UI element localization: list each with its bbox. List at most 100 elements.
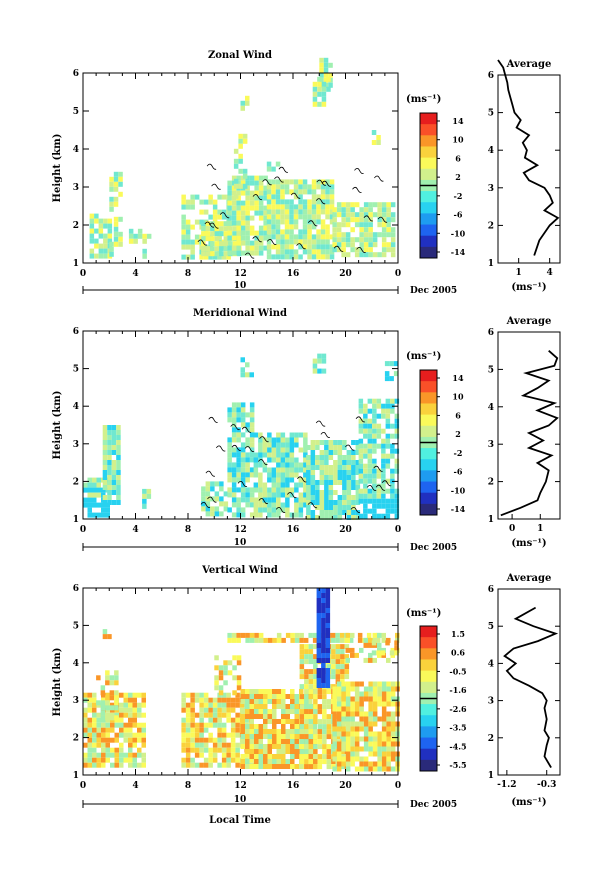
vertical-cell [240, 729, 245, 734]
vertical-cell [235, 712, 240, 718]
meridional-cell [367, 408, 373, 414]
meridional-cell [355, 445, 361, 450]
zonal-cell [363, 222, 369, 228]
zonal-cell [332, 207, 337, 213]
meridional-cell [231, 402, 237, 408]
zonal-cell [284, 184, 290, 190]
vertical-cell [299, 704, 305, 710]
vertical-cell [137, 702, 142, 708]
vertical-cell [354, 681, 360, 687]
vertical-cell [240, 759, 245, 764]
meridional-cell [367, 453, 373, 459]
zonal-cell [258, 205, 264, 211]
zonal-cell [359, 217, 364, 223]
meridional-cell [376, 428, 382, 434]
vertical-cell [313, 689, 318, 695]
vertical-cell [254, 709, 259, 714]
meridional-cell [315, 515, 320, 520]
vertical-cell [325, 633, 331, 638]
vertical-cell [345, 761, 351, 767]
vertical-cell [304, 699, 309, 705]
zonal-cell [249, 200, 255, 206]
vertical-cell [336, 706, 342, 712]
vertical-cell [326, 759, 332, 765]
zonal-cell [341, 237, 346, 243]
meridional-cell [253, 452, 259, 458]
vertical-cell [132, 762, 137, 768]
vertical-cell [254, 637, 259, 643]
zonal-cell [271, 194, 276, 200]
zonal-cell [181, 204, 186, 210]
vertical-cell [114, 722, 119, 728]
meridional-cell [342, 455, 347, 460]
zonal-cell [298, 194, 303, 200]
zonal-cell [107, 223, 113, 229]
zonal-cell [245, 235, 250, 241]
vertical-cell [240, 724, 245, 729]
zonal-cell [217, 234, 222, 240]
zonal-cell [263, 185, 268, 191]
meridional-cell [355, 515, 361, 520]
vertical-cell [368, 657, 373, 663]
vertical-colorbar-label: -0.5 [449, 666, 466, 676]
meridional-cell [328, 495, 334, 500]
meridional-cell [105, 512, 110, 518]
zonal-cell [311, 239, 317, 245]
vertical-cell [326, 754, 332, 760]
meridional-cell [205, 491, 211, 497]
zonal-cell [208, 254, 213, 260]
meridional-cell [107, 475, 112, 480]
meridional-cell [317, 358, 322, 364]
vertical-cell [101, 737, 106, 743]
meridional-cell [298, 467, 304, 473]
vertical-cell [221, 757, 227, 763]
vertical-cell [381, 701, 387, 707]
meridional-cell [306, 510, 311, 515]
zonal-cell [371, 140, 377, 145]
meridional-cell [310, 440, 316, 445]
meridional-cell [236, 452, 241, 458]
meridional-avg-profile-line [500, 350, 559, 517]
vertical-cell [137, 762, 142, 768]
zonal-cell [232, 231, 238, 237]
meridional-cell [372, 448, 377, 454]
meridional-cell [355, 470, 361, 475]
meridional-cell [102, 485, 108, 490]
meridional-cell [310, 515, 316, 520]
zonal-cell [293, 239, 299, 245]
zonal-cell [226, 254, 231, 260]
meridional-cell [298, 447, 304, 453]
vertical-cell [281, 637, 286, 643]
zonal-cell [190, 249, 195, 255]
vertical-cell [316, 613, 322, 618]
vertical-cell [381, 751, 387, 757]
zonal-cell [245, 245, 250, 251]
zonal-cell [227, 180, 232, 186]
vertical-cell [294, 694, 299, 699]
vertical-cell [325, 648, 331, 653]
vertical-cell [230, 722, 236, 728]
zonal-cell [323, 77, 329, 83]
meridional-cell [227, 462, 232, 468]
vertical-colorbar-swatch [420, 659, 437, 672]
zonal-cell [258, 210, 264, 216]
meridional-cell [363, 403, 368, 409]
vertical-cell [321, 618, 326, 623]
vertical-cell [96, 727, 101, 733]
zonal-cell [363, 252, 369, 258]
meridional-cell [83, 487, 88, 493]
meridional-cell [146, 488, 152, 494]
meridional-cell [240, 357, 245, 363]
vertical-cell [190, 727, 195, 733]
meridional-cell [346, 485, 352, 490]
meridional-cell [372, 483, 377, 489]
vertical-cell [181, 707, 186, 713]
vertical-cell [267, 734, 272, 739]
meridional-cell [236, 412, 241, 418]
vertical-cell [313, 764, 318, 770]
vertical-cell [336, 716, 342, 722]
meridional-cell [303, 467, 308, 473]
zonal-cell [233, 178, 239, 184]
vertical-cell [290, 724, 295, 729]
vertical-cell [194, 712, 200, 718]
